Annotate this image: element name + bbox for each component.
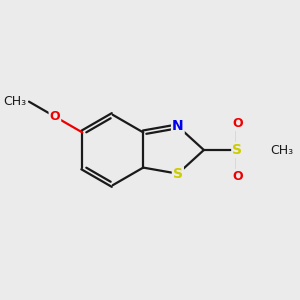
Text: N: N <box>172 119 184 133</box>
Text: O: O <box>50 110 60 123</box>
Text: S: S <box>232 143 242 157</box>
Text: S: S <box>173 167 183 181</box>
Text: O: O <box>232 117 243 130</box>
Text: CH₃: CH₃ <box>270 143 293 157</box>
Text: CH₃: CH₃ <box>3 95 26 108</box>
Text: O: O <box>232 170 243 183</box>
